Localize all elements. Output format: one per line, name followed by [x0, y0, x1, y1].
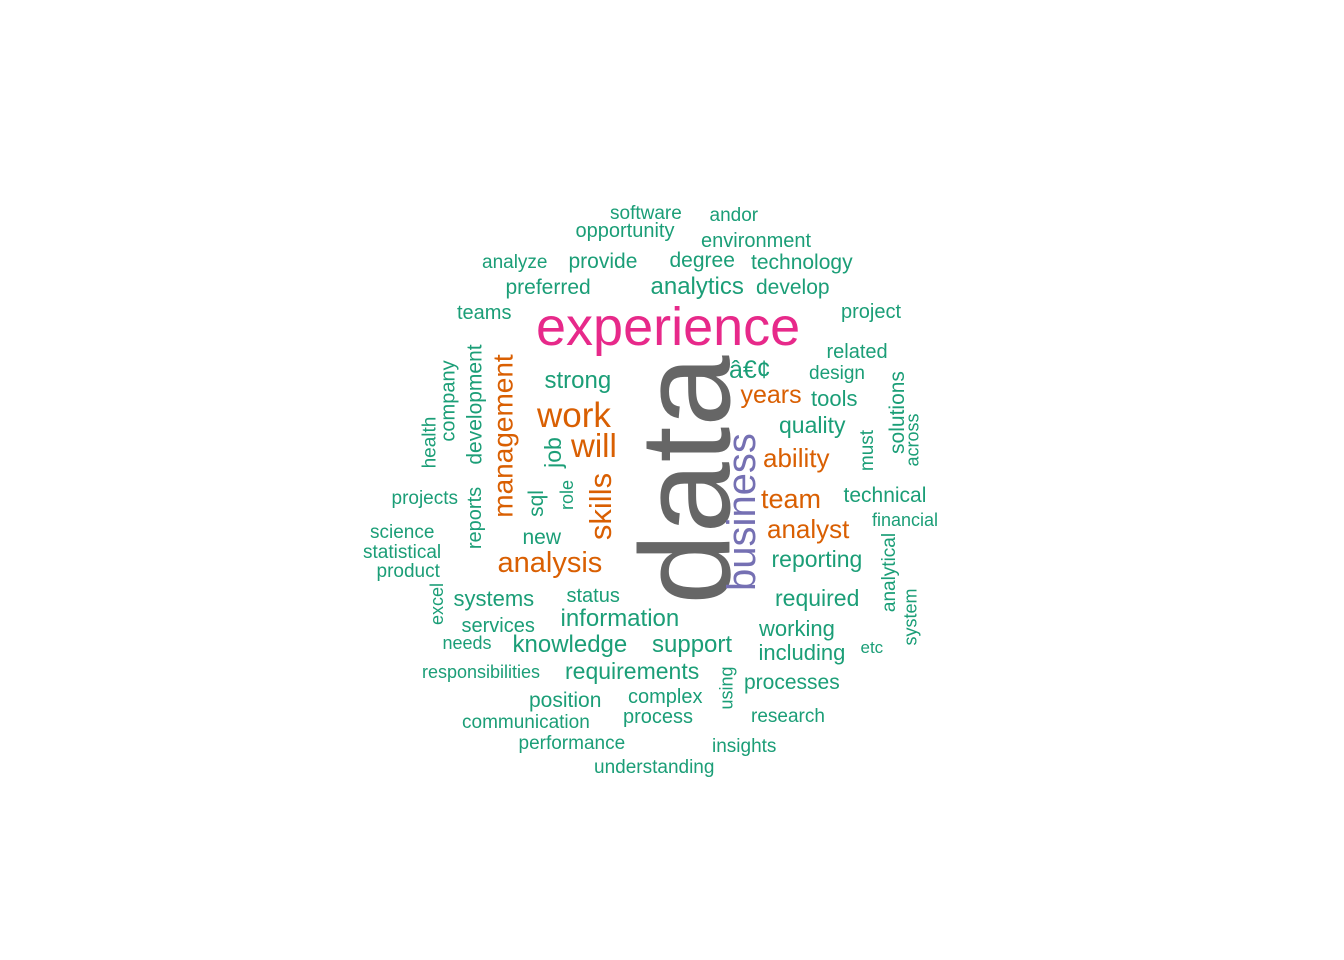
- word-performance: performance: [518, 732, 626, 754]
- word-needs: needs: [442, 633, 492, 653]
- word-analysis: analysis: [497, 546, 603, 579]
- word-understanding: understanding: [594, 756, 715, 778]
- word-develop: develop: [756, 275, 830, 299]
- word-including: including: [758, 640, 846, 665]
- word-responsibilities: responsibilities: [422, 662, 541, 682]
- word-reporting: reporting: [771, 545, 863, 572]
- word-must: must: [856, 429, 878, 471]
- word-provide: provide: [568, 249, 638, 273]
- word-related: related: [826, 341, 888, 363]
- word-technology: technology: [751, 250, 853, 274]
- word-environment: environment: [701, 230, 812, 252]
- word-support: support: [652, 631, 733, 658]
- word-science: science: [370, 521, 435, 543]
- word-preferred: preferred: [505, 275, 591, 299]
- word-software: software: [610, 202, 682, 224]
- word-sql: sql: [524, 489, 548, 517]
- word-degree: degree: [669, 248, 735, 272]
- word-requirements: requirements: [565, 657, 700, 684]
- word-team: team: [761, 483, 822, 514]
- word-andor: andor: [709, 204, 759, 226]
- word-across: across: [902, 413, 923, 467]
- word-teams: teams: [457, 302, 512, 324]
- word-business: business: [719, 433, 764, 591]
- word-strong: strong: [544, 367, 612, 394]
- word-projects: projects: [391, 487, 459, 509]
- word-health: health: [419, 416, 441, 468]
- word-technical: technical: [843, 483, 927, 507]
- word-bullet-glyph: â€¢: [729, 355, 771, 384]
- word-product: product: [376, 560, 440, 582]
- word-role: role: [557, 479, 578, 511]
- word-analyze: analyze: [482, 251, 548, 273]
- word-process: process: [623, 706, 694, 728]
- word-services: services: [461, 615, 535, 637]
- word-complex: complex: [628, 686, 703, 708]
- word-tools: tools: [811, 386, 858, 411]
- word-insights: insights: [712, 735, 777, 757]
- word-design: design: [809, 362, 865, 384]
- word-job: job: [539, 436, 566, 468]
- word-etc: etc: [860, 637, 884, 657]
- word-analytical: analytical: [878, 532, 900, 612]
- word-management: management: [487, 354, 519, 518]
- word-statistical: statistical: [363, 541, 442, 563]
- word-status: status: [566, 585, 620, 607]
- word-system: system: [900, 588, 921, 646]
- word-systems: systems: [453, 586, 535, 611]
- word-analyst: analyst: [767, 514, 850, 544]
- word-project: project: [841, 301, 902, 323]
- word-work: work: [537, 395, 611, 435]
- word-information: information: [560, 605, 680, 632]
- word-opportunity: opportunity: [575, 220, 675, 242]
- word-required: required: [775, 584, 860, 611]
- word-skills: skills: [582, 472, 618, 540]
- word-years: years: [740, 380, 802, 409]
- word-knowledge: knowledge: [512, 631, 628, 658]
- word-reports: reports: [464, 486, 487, 550]
- word-will: will: [571, 426, 617, 464]
- word-quality: quality: [779, 411, 846, 438]
- word-processes: processes: [744, 670, 840, 694]
- word-new: new: [522, 525, 562, 549]
- word-position: position: [529, 688, 602, 712]
- word-communication: communication: [462, 711, 590, 733]
- word-working: working: [759, 616, 835, 641]
- word-company: company: [437, 360, 460, 442]
- word-ability: ability: [763, 443, 830, 473]
- word-using: using: [716, 666, 737, 710]
- word-analytics: analytics: [650, 273, 744, 300]
- word-financial: financial: [872, 510, 939, 530]
- word-research: research: [751, 705, 825, 727]
- word-development: development: [463, 343, 487, 465]
- word-experience: experience: [536, 297, 801, 357]
- word-excel: excel: [427, 582, 448, 626]
